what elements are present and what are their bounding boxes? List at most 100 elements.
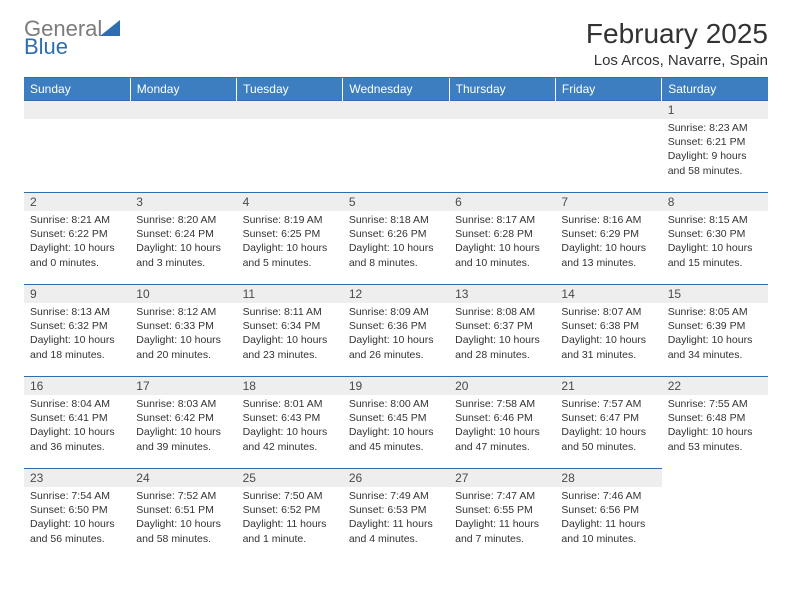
- sunrise-text: Sunrise: 8:01 AM: [243, 397, 337, 411]
- day-body: Sunrise: 8:07 AMSunset: 6:38 PMDaylight:…: [555, 303, 661, 366]
- day-cell: 7Sunrise: 8:16 AMSunset: 6:29 PMDaylight…: [555, 193, 661, 285]
- day-number: 15: [662, 285, 768, 303]
- sunrise-text: Sunrise: 8:17 AM: [455, 213, 549, 227]
- sunset-text: Sunset: 6:41 PM: [30, 411, 124, 425]
- sunrise-text: Sunrise: 8:20 AM: [136, 213, 230, 227]
- day-body: Sunrise: 8:17 AMSunset: 6:28 PMDaylight:…: [449, 211, 555, 274]
- sunrise-text: Sunrise: 8:03 AM: [136, 397, 230, 411]
- daylight-text: Daylight: 10 hours and 53 minutes.: [668, 425, 762, 453]
- sunrise-text: Sunrise: 7:49 AM: [349, 489, 443, 503]
- daylight-text: Daylight: 10 hours and 13 minutes.: [561, 241, 655, 269]
- sunset-text: Sunset: 6:51 PM: [136, 503, 230, 517]
- sunset-text: Sunset: 6:45 PM: [349, 411, 443, 425]
- day-number: [24, 101, 130, 119]
- day-number: 13: [449, 285, 555, 303]
- sunset-text: Sunset: 6:29 PM: [561, 227, 655, 241]
- day-header: Friday: [555, 78, 661, 101]
- day-header: Sunday: [24, 78, 130, 101]
- daylight-text: Daylight: 11 hours and 4 minutes.: [349, 517, 443, 545]
- sunset-text: Sunset: 6:46 PM: [455, 411, 549, 425]
- logo: General Blue: [24, 18, 120, 58]
- day-cell: [555, 101, 661, 193]
- day-cell: [130, 101, 236, 193]
- sunset-text: Sunset: 6:33 PM: [136, 319, 230, 333]
- day-body: Sunrise: 8:04 AMSunset: 6:41 PMDaylight:…: [24, 395, 130, 458]
- daylight-text: Daylight: 9 hours and 58 minutes.: [668, 149, 762, 177]
- day-header: Saturday: [662, 78, 768, 101]
- day-number: 5: [343, 193, 449, 211]
- day-cell: 13Sunrise: 8:08 AMSunset: 6:37 PMDayligh…: [449, 285, 555, 377]
- daylight-text: Daylight: 10 hours and 0 minutes.: [30, 241, 124, 269]
- day-body: Sunrise: 8:20 AMSunset: 6:24 PMDaylight:…: [130, 211, 236, 274]
- sunrise-text: Sunrise: 8:09 AM: [349, 305, 443, 319]
- day-cell: 20Sunrise: 7:58 AMSunset: 6:46 PMDayligh…: [449, 377, 555, 469]
- day-header: Thursday: [449, 78, 555, 101]
- day-body: Sunrise: 7:50 AMSunset: 6:52 PMDaylight:…: [237, 487, 343, 550]
- day-number: 17: [130, 377, 236, 395]
- daylight-text: Daylight: 10 hours and 28 minutes.: [455, 333, 549, 361]
- day-number: 11: [237, 285, 343, 303]
- day-body: Sunrise: 7:49 AMSunset: 6:53 PMDaylight:…: [343, 487, 449, 550]
- sunrise-text: Sunrise: 7:46 AM: [561, 489, 655, 503]
- daylight-text: Daylight: 10 hours and 36 minutes.: [30, 425, 124, 453]
- day-cell: 25Sunrise: 7:50 AMSunset: 6:52 PMDayligh…: [237, 469, 343, 561]
- week-row: 16Sunrise: 8:04 AMSunset: 6:41 PMDayligh…: [24, 377, 768, 469]
- sunset-text: Sunset: 6:30 PM: [668, 227, 762, 241]
- day-cell: 11Sunrise: 8:11 AMSunset: 6:34 PMDayligh…: [237, 285, 343, 377]
- daylight-text: Daylight: 10 hours and 26 minutes.: [349, 333, 443, 361]
- sunset-text: Sunset: 6:21 PM: [668, 135, 762, 149]
- sunrise-text: Sunrise: 7:58 AM: [455, 397, 549, 411]
- day-number: 10: [130, 285, 236, 303]
- day-body: Sunrise: 8:03 AMSunset: 6:42 PMDaylight:…: [130, 395, 236, 458]
- day-body: Sunrise: 7:55 AMSunset: 6:48 PMDaylight:…: [662, 395, 768, 458]
- day-number: [237, 101, 343, 119]
- sunrise-text: Sunrise: 8:21 AM: [30, 213, 124, 227]
- page-title: February 2025: [586, 18, 768, 50]
- sunset-text: Sunset: 6:36 PM: [349, 319, 443, 333]
- day-cell: 9Sunrise: 8:13 AMSunset: 6:32 PMDaylight…: [24, 285, 130, 377]
- week-row: 23Sunrise: 7:54 AMSunset: 6:50 PMDayligh…: [24, 469, 768, 561]
- day-cell: 16Sunrise: 8:04 AMSunset: 6:41 PMDayligh…: [24, 377, 130, 469]
- day-number: 19: [343, 377, 449, 395]
- day-number: 16: [24, 377, 130, 395]
- daylight-text: Daylight: 10 hours and 56 minutes.: [30, 517, 124, 545]
- day-cell: [343, 101, 449, 193]
- day-number: 25: [237, 469, 343, 487]
- day-cell: 22Sunrise: 7:55 AMSunset: 6:48 PMDayligh…: [662, 377, 768, 469]
- sunrise-text: Sunrise: 8:04 AM: [30, 397, 124, 411]
- day-header-row: Sunday Monday Tuesday Wednesday Thursday…: [24, 78, 768, 101]
- day-cell: 6Sunrise: 8:17 AMSunset: 6:28 PMDaylight…: [449, 193, 555, 285]
- daylight-text: Daylight: 10 hours and 10 minutes.: [455, 241, 549, 269]
- daylight-text: Daylight: 10 hours and 8 minutes.: [349, 241, 443, 269]
- sunset-text: Sunset: 6:25 PM: [243, 227, 337, 241]
- day-body: Sunrise: 8:09 AMSunset: 6:36 PMDaylight:…: [343, 303, 449, 366]
- day-cell: [237, 101, 343, 193]
- sunrise-text: Sunrise: 7:47 AM: [455, 489, 549, 503]
- sunset-text: Sunset: 6:52 PM: [243, 503, 337, 517]
- sunrise-text: Sunrise: 7:50 AM: [243, 489, 337, 503]
- sunset-text: Sunset: 6:38 PM: [561, 319, 655, 333]
- daylight-text: Daylight: 10 hours and 18 minutes.: [30, 333, 124, 361]
- day-body: Sunrise: 8:15 AMSunset: 6:30 PMDaylight:…: [662, 211, 768, 274]
- day-cell: 24Sunrise: 7:52 AMSunset: 6:51 PMDayligh…: [130, 469, 236, 561]
- day-number: 12: [343, 285, 449, 303]
- day-cell: 14Sunrise: 8:07 AMSunset: 6:38 PMDayligh…: [555, 285, 661, 377]
- day-body: Sunrise: 8:05 AMSunset: 6:39 PMDaylight:…: [662, 303, 768, 366]
- day-number: 8: [662, 193, 768, 211]
- calendar-table: Sunday Monday Tuesday Wednesday Thursday…: [24, 78, 768, 561]
- sunset-text: Sunset: 6:22 PM: [30, 227, 124, 241]
- day-number: 6: [449, 193, 555, 211]
- sunset-text: Sunset: 6:53 PM: [349, 503, 443, 517]
- day-cell: 10Sunrise: 8:12 AMSunset: 6:33 PMDayligh…: [130, 285, 236, 377]
- day-body: Sunrise: 7:47 AMSunset: 6:55 PMDaylight:…: [449, 487, 555, 550]
- day-body: Sunrise: 8:12 AMSunset: 6:33 PMDaylight:…: [130, 303, 236, 366]
- day-cell: 4Sunrise: 8:19 AMSunset: 6:25 PMDaylight…: [237, 193, 343, 285]
- day-number: 14: [555, 285, 661, 303]
- sunset-text: Sunset: 6:47 PM: [561, 411, 655, 425]
- daylight-text: Daylight: 10 hours and 15 minutes.: [668, 241, 762, 269]
- day-body: Sunrise: 8:11 AMSunset: 6:34 PMDaylight:…: [237, 303, 343, 366]
- sunset-text: Sunset: 6:28 PM: [455, 227, 549, 241]
- daylight-text: Daylight: 10 hours and 5 minutes.: [243, 241, 337, 269]
- header: General Blue February 2025 Los Arcos, Na…: [24, 18, 768, 69]
- day-body: Sunrise: 8:00 AMSunset: 6:45 PMDaylight:…: [343, 395, 449, 458]
